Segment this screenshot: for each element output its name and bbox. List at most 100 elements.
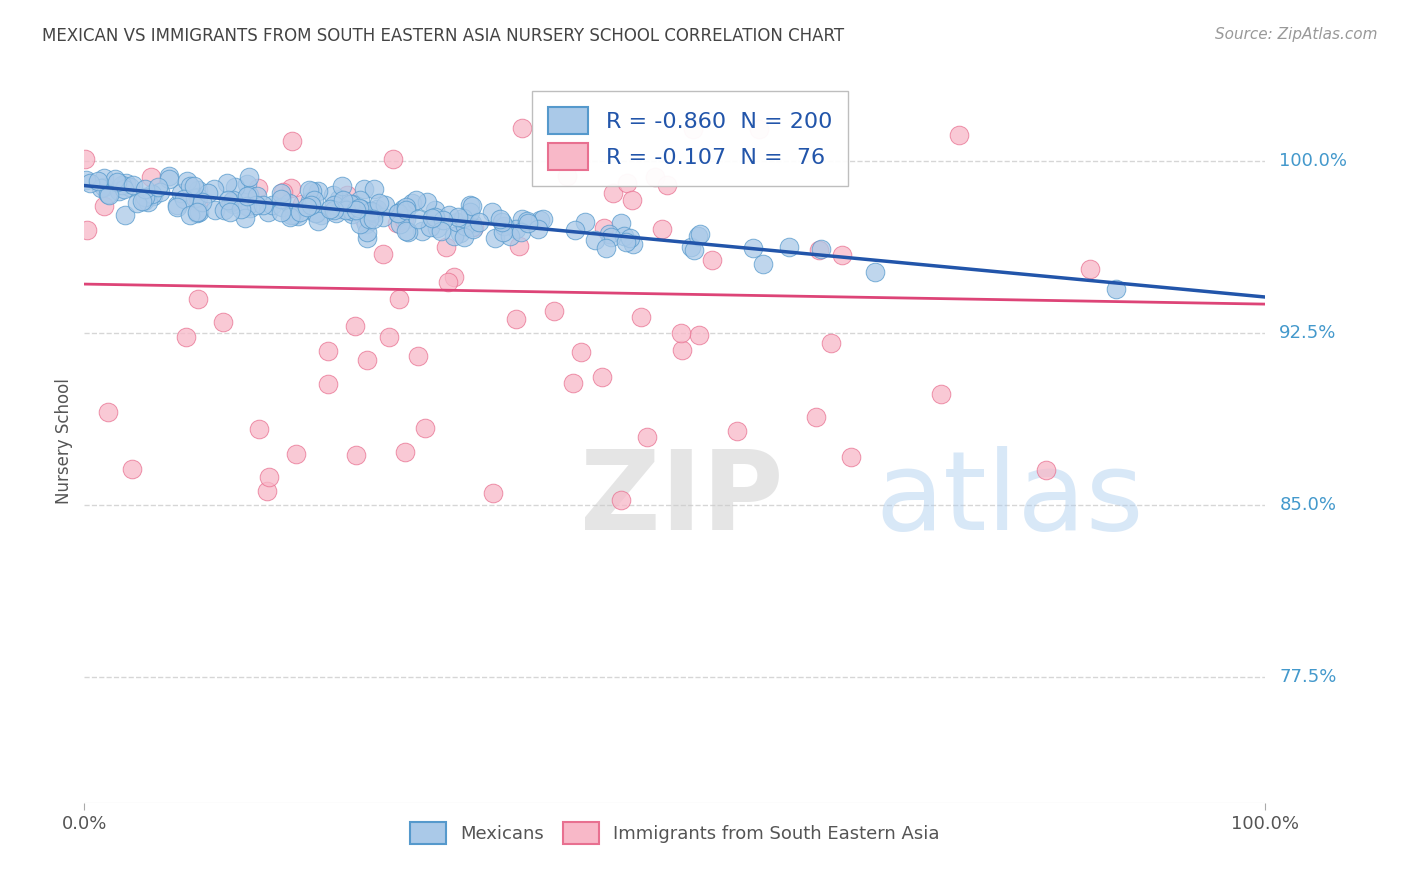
Point bbox=[598, 227, 620, 241]
Point bbox=[217, 176, 239, 190]
Point bbox=[356, 353, 378, 368]
Point bbox=[353, 211, 375, 226]
Point bbox=[839, 450, 862, 465]
Point bbox=[245, 198, 267, 212]
Point bbox=[93, 179, 115, 194]
Point bbox=[134, 190, 156, 204]
Point bbox=[392, 213, 415, 227]
Point bbox=[219, 195, 242, 210]
Point bbox=[395, 212, 418, 227]
Point bbox=[460, 199, 482, 213]
Point bbox=[820, 335, 842, 350]
Point bbox=[179, 178, 201, 193]
Point bbox=[339, 196, 361, 211]
Point bbox=[516, 213, 538, 227]
Point bbox=[778, 240, 800, 254]
Point bbox=[197, 186, 219, 200]
Point bbox=[591, 370, 613, 384]
Point bbox=[494, 219, 516, 233]
Point bbox=[309, 208, 332, 222]
Point bbox=[112, 182, 135, 196]
Point bbox=[385, 216, 408, 230]
Point bbox=[349, 202, 371, 216]
Point bbox=[148, 179, 170, 194]
Text: 85.0%: 85.0% bbox=[1279, 496, 1336, 514]
Point bbox=[344, 318, 367, 333]
Point bbox=[621, 237, 644, 252]
Point bbox=[396, 58, 419, 72]
Point bbox=[505, 221, 527, 235]
Point bbox=[394, 445, 416, 459]
Point bbox=[508, 239, 530, 253]
Point bbox=[187, 194, 209, 209]
Point bbox=[186, 206, 208, 220]
Point bbox=[689, 227, 711, 241]
Point bbox=[562, 376, 585, 391]
Point bbox=[304, 193, 326, 207]
Point bbox=[90, 181, 112, 195]
Point bbox=[280, 180, 302, 194]
Point bbox=[420, 211, 443, 225]
Point bbox=[76, 223, 98, 237]
Point bbox=[141, 187, 163, 202]
Point bbox=[291, 197, 314, 211]
Point bbox=[569, 344, 592, 359]
Point bbox=[373, 247, 395, 261]
Point bbox=[396, 225, 419, 239]
Point bbox=[257, 470, 280, 484]
Point bbox=[298, 194, 321, 209]
Point bbox=[224, 180, 246, 194]
Point bbox=[170, 186, 193, 200]
Point bbox=[401, 195, 423, 210]
Point bbox=[322, 203, 344, 218]
Point bbox=[481, 486, 503, 500]
Point bbox=[323, 198, 346, 212]
Point bbox=[336, 188, 359, 202]
Point bbox=[423, 203, 446, 218]
Text: MEXICAN VS IMMIGRANTS FROM SOUTH EASTERN ASIA NURSERY SCHOOL CORRELATION CHART: MEXICAN VS IMMIGRANTS FROM SOUTH EASTERN… bbox=[42, 27, 845, 45]
Point bbox=[235, 189, 257, 203]
Text: 100.0%: 100.0% bbox=[1279, 152, 1347, 169]
Point bbox=[270, 205, 292, 219]
Point bbox=[288, 204, 311, 219]
Text: 92.5%: 92.5% bbox=[1279, 324, 1337, 342]
Point bbox=[219, 205, 242, 219]
Point bbox=[415, 421, 437, 435]
Point bbox=[491, 215, 513, 229]
Point bbox=[236, 199, 259, 213]
Point bbox=[425, 210, 447, 224]
Point bbox=[443, 229, 465, 244]
Point bbox=[510, 225, 533, 239]
Point bbox=[322, 187, 344, 202]
Point bbox=[481, 205, 503, 219]
Point bbox=[330, 202, 353, 217]
Point bbox=[538, 24, 561, 38]
Point bbox=[191, 195, 214, 210]
Point bbox=[609, 216, 631, 230]
Point bbox=[166, 200, 188, 214]
Point bbox=[434, 240, 457, 254]
Point bbox=[301, 184, 323, 198]
Point bbox=[350, 202, 373, 216]
Point bbox=[281, 135, 304, 149]
Point bbox=[98, 187, 121, 202]
Point bbox=[299, 195, 322, 210]
Point bbox=[595, 241, 617, 255]
Point bbox=[238, 187, 260, 202]
Point bbox=[136, 195, 159, 210]
Point bbox=[295, 200, 318, 214]
Point bbox=[388, 217, 411, 231]
Point bbox=[517, 216, 540, 230]
Point bbox=[305, 205, 328, 219]
Point bbox=[344, 449, 367, 463]
Point bbox=[107, 185, 129, 199]
Point bbox=[229, 202, 252, 217]
Point bbox=[387, 292, 409, 306]
Point bbox=[307, 184, 329, 198]
Point bbox=[387, 206, 409, 220]
Point bbox=[360, 204, 382, 219]
Point bbox=[613, 229, 636, 244]
Point bbox=[202, 182, 225, 196]
Text: ZIP: ZIP bbox=[581, 446, 783, 553]
Point bbox=[298, 183, 321, 197]
